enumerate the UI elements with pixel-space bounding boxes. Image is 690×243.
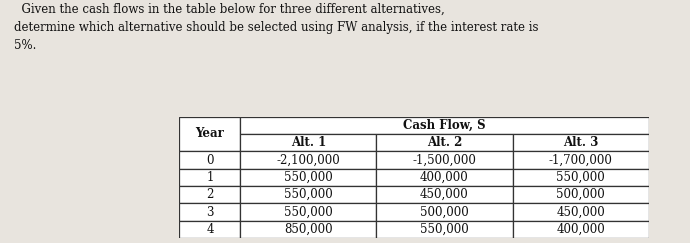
Bar xyxy=(377,186,513,203)
Text: 550,000: 550,000 xyxy=(420,223,469,236)
Text: 500,000: 500,000 xyxy=(556,188,605,201)
Text: 3: 3 xyxy=(206,206,214,219)
Bar xyxy=(513,221,649,238)
Text: -1,500,000: -1,500,000 xyxy=(413,154,476,166)
Bar xyxy=(179,169,240,186)
Text: 850,000: 850,000 xyxy=(284,223,333,236)
Text: 4: 4 xyxy=(206,223,214,236)
Bar xyxy=(179,151,240,169)
Bar xyxy=(377,221,513,238)
Text: -2,100,000: -2,100,000 xyxy=(277,154,340,166)
Bar xyxy=(179,203,240,221)
Text: 550,000: 550,000 xyxy=(284,188,333,201)
Bar xyxy=(513,169,649,186)
Text: 550,000: 550,000 xyxy=(556,171,605,184)
Text: Given the cash flows in the table below for three different alternatives,
determ: Given the cash flows in the table below … xyxy=(14,2,538,52)
Bar xyxy=(513,151,649,169)
Bar xyxy=(377,169,513,186)
Text: 400,000: 400,000 xyxy=(556,223,605,236)
Text: 500,000: 500,000 xyxy=(420,206,469,219)
Text: 1: 1 xyxy=(206,171,214,184)
Text: 550,000: 550,000 xyxy=(284,206,333,219)
Bar xyxy=(240,221,377,238)
Bar xyxy=(179,221,240,238)
Bar xyxy=(377,134,513,151)
Bar xyxy=(240,134,377,151)
Text: Alt. 3: Alt. 3 xyxy=(563,136,598,149)
Bar xyxy=(179,186,240,203)
Bar xyxy=(513,203,649,221)
Text: Cash Flow, S: Cash Flow, S xyxy=(403,119,486,132)
Text: 450,000: 450,000 xyxy=(556,206,605,219)
Text: 0: 0 xyxy=(206,154,214,166)
Bar xyxy=(240,203,377,221)
Text: Year: Year xyxy=(195,128,224,140)
Text: -1,700,000: -1,700,000 xyxy=(549,154,613,166)
Bar xyxy=(240,169,377,186)
Bar xyxy=(240,186,377,203)
Bar xyxy=(179,117,240,151)
Text: 2: 2 xyxy=(206,188,214,201)
Bar xyxy=(513,186,649,203)
Text: Alt. 2: Alt. 2 xyxy=(427,136,462,149)
Bar xyxy=(240,151,377,169)
Bar xyxy=(513,134,649,151)
Text: Alt. 1: Alt. 1 xyxy=(290,136,326,149)
Bar xyxy=(377,203,513,221)
Bar xyxy=(377,151,513,169)
Text: 450,000: 450,000 xyxy=(420,188,469,201)
Text: 550,000: 550,000 xyxy=(284,171,333,184)
Text: 400,000: 400,000 xyxy=(420,171,469,184)
Bar xyxy=(240,117,649,134)
